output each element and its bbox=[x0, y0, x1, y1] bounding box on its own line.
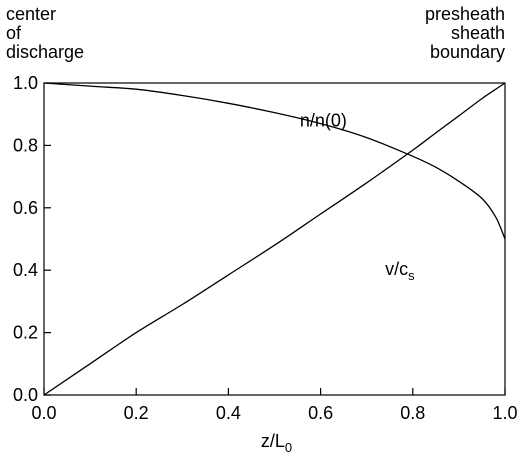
y-tick-label: 0.8 bbox=[13, 135, 38, 155]
left-note-line-1: center bbox=[6, 4, 57, 24]
x-tick-label: 0.8 bbox=[400, 403, 425, 423]
center-of-discharge-label: center of discharge bbox=[6, 5, 84, 62]
density-curve bbox=[43, 82, 506, 240]
velocity-label-subscript: s bbox=[408, 268, 415, 283]
density-curve-label: n/n(0) bbox=[300, 111, 347, 131]
y-tick-label: 1.0 bbox=[13, 73, 38, 93]
x-tick-label: 0.4 bbox=[216, 403, 241, 423]
series-group bbox=[43, 82, 506, 396]
x-tick-label: 1.0 bbox=[492, 403, 517, 423]
y-tick-label: 0.0 bbox=[13, 385, 38, 405]
left-note-line-3: discharge bbox=[6, 42, 85, 62]
y-tick-label: 0.2 bbox=[13, 323, 38, 343]
x-axis-label-subscript: 0 bbox=[285, 440, 292, 455]
x-tick-label: 0.6 bbox=[308, 403, 333, 423]
right-note-line-1: presheath bbox=[424, 4, 505, 24]
x-tick-label: 0.0 bbox=[31, 403, 56, 423]
x-axis-label: z/L0 bbox=[261, 431, 292, 455]
right-note-line-3: boundary bbox=[429, 42, 505, 62]
velocity-curve bbox=[43, 82, 506, 396]
x-tick-label: 0.2 bbox=[124, 403, 149, 423]
left-note-line-2: of bbox=[6, 23, 22, 43]
x-axis-label-main: z/L bbox=[261, 431, 285, 451]
presheath-sheath-boundary-label: presheath sheath boundary bbox=[425, 5, 505, 62]
right-note-line-2: sheath bbox=[450, 23, 505, 43]
velocity-curve-label: v/cs bbox=[385, 259, 415, 283]
velocity-label-main: v/c bbox=[385, 259, 408, 279]
y-tick-label: 0.4 bbox=[13, 260, 38, 280]
axis-ticks: 0.0 0.2 0.4 0.6 0.8 1.0 0.0 0.2 0.4 0.6 0.8 1.0 bbox=[13, 73, 518, 423]
y-tick-label: 0.6 bbox=[13, 198, 38, 218]
